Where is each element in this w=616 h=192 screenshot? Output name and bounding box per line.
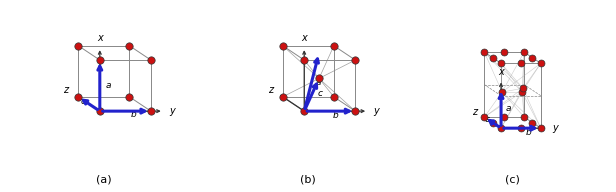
Point	[299, 59, 309, 62]
Text: y: y	[553, 123, 558, 133]
Text: z: z	[472, 107, 477, 117]
Point	[278, 44, 288, 47]
Text: y: y	[169, 106, 175, 116]
Text: $\it{c}$: $\it{c}$	[484, 115, 491, 124]
Point	[329, 95, 339, 98]
Point	[299, 110, 309, 113]
Text: y: y	[373, 106, 379, 116]
Text: $\it{a}$: $\it{a}$	[315, 78, 322, 87]
Point	[479, 116, 489, 119]
Point	[536, 127, 546, 130]
Text: $\it{c}$: $\it{c}$	[317, 89, 324, 98]
Text: (a): (a)	[95, 175, 111, 185]
Text: $\it{a}$: $\it{a}$	[105, 81, 111, 90]
Point	[488, 121, 498, 124]
Point	[527, 56, 537, 59]
Point	[124, 44, 134, 47]
Text: $\it{b}$: $\it{b}$	[130, 108, 137, 119]
Text: (c): (c)	[505, 175, 520, 185]
Point	[329, 44, 339, 47]
Point	[527, 121, 537, 124]
Text: x: x	[97, 33, 103, 43]
Point	[351, 110, 360, 113]
Point	[95, 110, 105, 113]
Point	[278, 95, 288, 98]
Point	[496, 62, 506, 65]
Point	[519, 116, 529, 119]
Point	[516, 127, 526, 130]
Point	[124, 95, 134, 98]
Point	[517, 90, 527, 94]
Point	[500, 116, 509, 119]
Point	[146, 110, 156, 113]
Point	[518, 87, 528, 90]
Point	[488, 56, 498, 59]
Point	[146, 59, 156, 62]
Text: x: x	[301, 33, 307, 43]
Point	[351, 59, 360, 62]
Point	[500, 51, 509, 54]
Point	[516, 62, 526, 65]
Point	[95, 59, 105, 62]
Text: (b): (b)	[300, 175, 316, 185]
Text: $\it{c}$: $\it{c}$	[80, 97, 87, 106]
Text: $\it{a}$: $\it{a}$	[505, 104, 512, 113]
Point	[73, 95, 83, 98]
Point	[519, 51, 529, 54]
Text: z: z	[268, 85, 273, 95]
Point	[479, 51, 489, 54]
Point	[496, 127, 506, 130]
Text: x: x	[498, 67, 504, 77]
Point	[73, 44, 83, 47]
Text: $\it{b}$: $\it{b}$	[331, 109, 339, 120]
Text: z: z	[63, 85, 68, 95]
Point	[314, 77, 324, 80]
Text: $\it{b}$: $\it{b}$	[525, 126, 532, 137]
Point	[536, 62, 546, 65]
Point	[497, 90, 507, 94]
